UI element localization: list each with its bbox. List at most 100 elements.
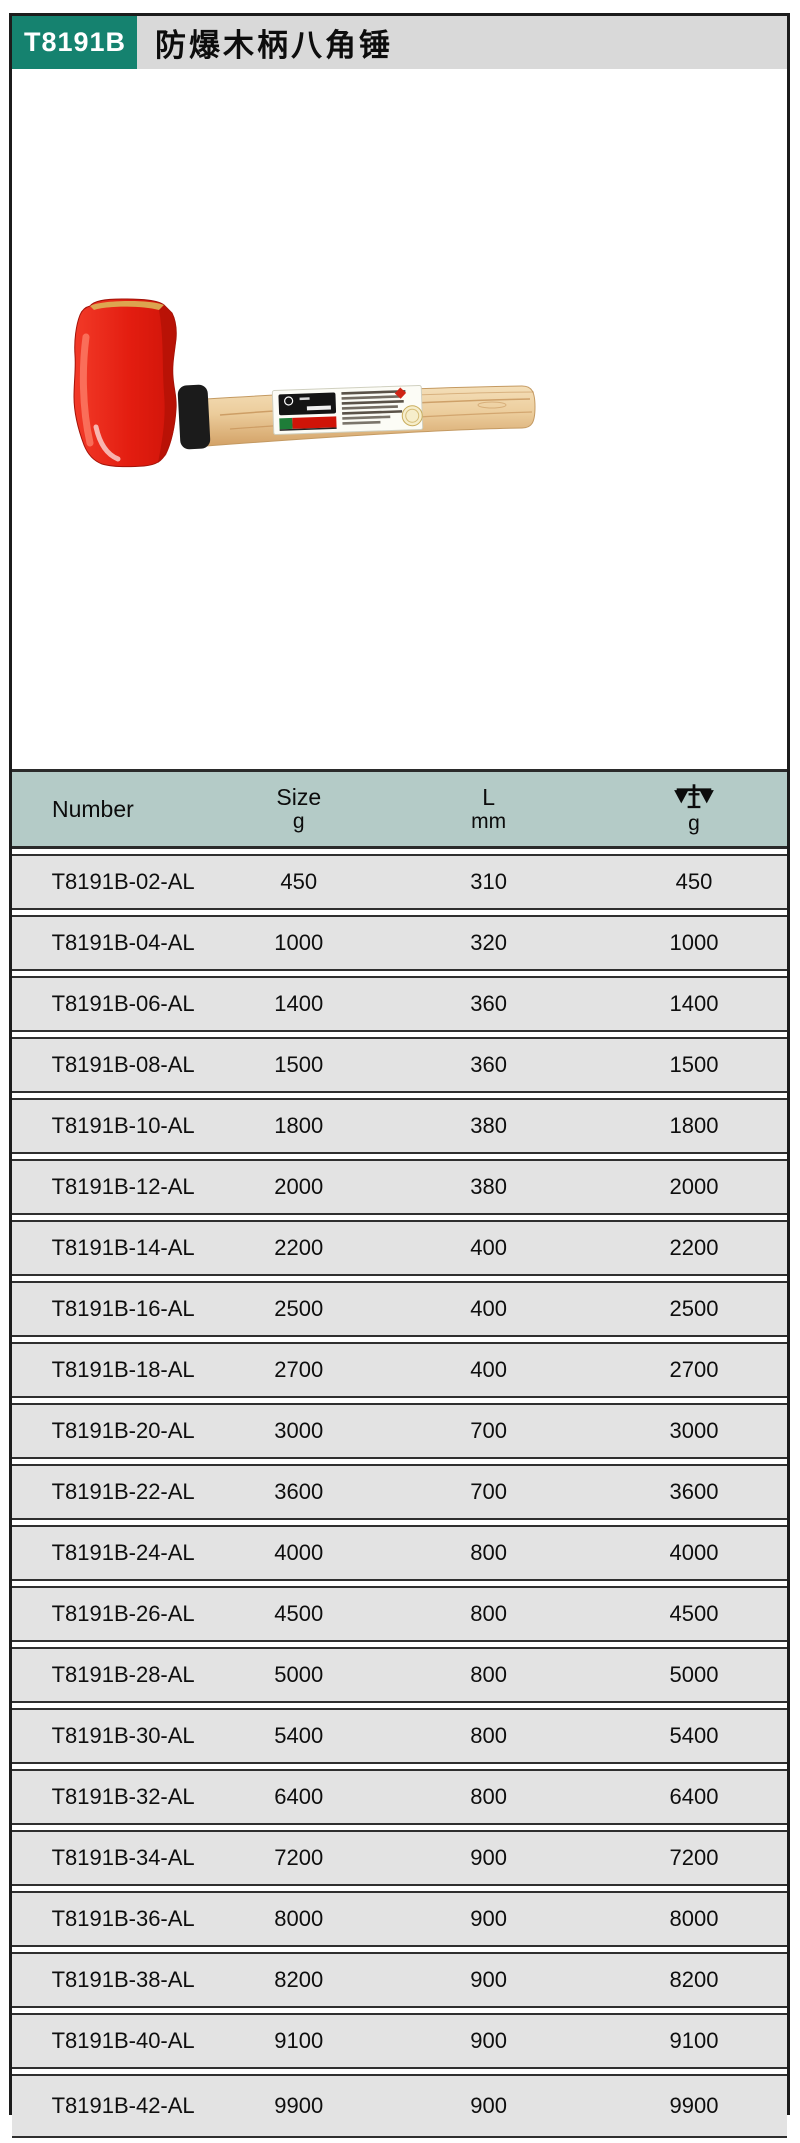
table-row: T8191B-06-AL 1400 360 1400	[12, 976, 787, 1032]
header-weight: g	[601, 769, 787, 849]
hammer-collar	[177, 384, 211, 450]
table-row: T8191B-18-AL 2700 400 2700	[12, 1342, 787, 1398]
cell-size: 8200	[221, 1952, 377, 2008]
cell-number: T8191B-10-AL	[12, 1098, 222, 1154]
cell-weight: 3600	[601, 1464, 787, 1520]
cell-weight: 1400	[601, 976, 787, 1032]
cell-length: 900	[376, 1830, 601, 1886]
header-number: Number	[12, 769, 222, 849]
cell-number: T8191B-08-AL	[12, 1037, 222, 1093]
cell-length: 360	[376, 976, 601, 1032]
table-header-row: Number Size g L mm	[12, 769, 787, 849]
cell-size: 1800	[221, 1098, 377, 1154]
cell-size: 5400	[221, 1708, 377, 1764]
cell-number: T8191B-04-AL	[12, 915, 222, 971]
cell-size: 2200	[221, 1220, 377, 1276]
cell-size: 450	[221, 854, 377, 910]
cell-weight: 5000	[601, 1647, 787, 1703]
header-length: L mm	[376, 769, 601, 849]
table-row: T8191B-40-AL 9100 900 9100	[12, 2013, 787, 2069]
cell-weight: 3000	[601, 1403, 787, 1459]
cell-number: T8191B-14-AL	[12, 1220, 222, 1276]
cell-number: T8191B-18-AL	[12, 1342, 222, 1398]
cell-length: 900	[376, 1891, 601, 1947]
cell-size: 2700	[221, 1342, 377, 1398]
cell-size: 7200	[221, 1830, 377, 1886]
cell-size: 9900	[221, 2074, 377, 2138]
cell-number: T8191B-40-AL	[12, 2013, 222, 2069]
cell-length: 900	[376, 1952, 601, 2008]
cell-weight: 2500	[601, 1281, 787, 1337]
cell-number: T8191B-02-AL	[12, 854, 222, 910]
handle-label	[271, 384, 424, 436]
balance-scale-icon	[674, 784, 714, 809]
cell-length: 400	[376, 1281, 601, 1337]
cell-weight: 4500	[601, 1586, 787, 1642]
cell-weight: 450	[601, 854, 787, 910]
table-row: T8191B-04-AL 1000 320 1000	[12, 915, 787, 971]
cell-number: T8191B-20-AL	[12, 1403, 222, 1459]
cell-number: T8191B-22-AL	[12, 1464, 222, 1520]
cell-length: 900	[376, 2013, 601, 2069]
cell-size: 1500	[221, 1037, 377, 1093]
cell-length: 380	[376, 1098, 601, 1154]
cell-number: T8191B-42-AL	[12, 2074, 222, 2138]
cell-length: 900	[376, 2074, 601, 2138]
cell-size: 3600	[221, 1464, 377, 1520]
cell-size: 8000	[221, 1891, 377, 1947]
cell-weight: 9900	[601, 2074, 787, 2138]
cell-length: 800	[376, 1586, 601, 1642]
table-row: T8191B-42-AL 9900 900 9900	[12, 2074, 787, 2138]
spec-table: Number Size g L mm	[12, 764, 787, 2143]
page-frame: T8191B 防爆木柄八角锤	[9, 13, 790, 2138]
cell-size: 4000	[221, 1525, 377, 1581]
cell-length: 320	[376, 915, 601, 971]
table-row: T8191B-16-AL 2500 400 2500	[12, 1281, 787, 1337]
cell-number: T8191B-34-AL	[12, 1830, 222, 1886]
cell-size: 9100	[221, 2013, 377, 2069]
cell-size: 2500	[221, 1281, 377, 1337]
spec-table-body: T8191B-02-AL 450 310 450 T8191B-04-AL 10…	[12, 854, 787, 2138]
header-size: Size g	[221, 769, 377, 849]
cell-weight: 1000	[601, 915, 787, 971]
cell-size: 4500	[221, 1586, 377, 1642]
table-row: T8191B-22-AL 3600 700 3600	[12, 1464, 787, 1520]
cell-size: 1000	[221, 915, 377, 971]
table-row: T8191B-02-AL 450 310 450	[12, 854, 787, 910]
cell-length: 310	[376, 854, 601, 910]
table-row: T8191B-20-AL 3000 700 3000	[12, 1403, 787, 1459]
cell-size: 2000	[221, 1159, 377, 1215]
cell-weight: 2000	[601, 1159, 787, 1215]
cell-size: 1400	[221, 976, 377, 1032]
cell-length: 360	[376, 1037, 601, 1093]
table-row: T8191B-24-AL 4000 800 4000	[12, 1525, 787, 1581]
cell-weight: 2700	[601, 1342, 787, 1398]
cell-number: T8191B-12-AL	[12, 1159, 222, 1215]
cell-size: 6400	[221, 1769, 377, 1825]
cell-weight: 5400	[601, 1708, 787, 1764]
table-row: T8191B-10-AL 1800 380 1800	[12, 1098, 787, 1154]
cell-length: 800	[376, 1769, 601, 1825]
table-row: T8191B-30-AL 5400 800 5400	[12, 1708, 787, 1764]
cell-number: T8191B-32-AL	[12, 1769, 222, 1825]
cell-number: T8191B-26-AL	[12, 1586, 222, 1642]
cell-weight: 1800	[601, 1098, 787, 1154]
product-title: 防爆木柄八角锤	[137, 16, 787, 69]
table-row: T8191B-14-AL 2200 400 2200	[12, 1220, 787, 1276]
cell-number: T8191B-36-AL	[12, 1891, 222, 1947]
cell-number: T8191B-38-AL	[12, 1952, 222, 2008]
table-row: T8191B-26-AL 4500 800 4500	[12, 1586, 787, 1642]
table-row: T8191B-28-AL 5000 800 5000	[12, 1647, 787, 1703]
cell-length: 700	[376, 1403, 601, 1459]
cell-length: 700	[376, 1464, 601, 1520]
cell-number: T8191B-24-AL	[12, 1525, 222, 1581]
title-bar: T8191B 防爆木柄八角锤	[12, 16, 787, 69]
cell-weight: 2200	[601, 1220, 787, 1276]
table-row: T8191B-08-AL 1500 360 1500	[12, 1037, 787, 1093]
cell-number: T8191B-28-AL	[12, 1647, 222, 1703]
cell-weight: 1500	[601, 1037, 787, 1093]
cell-size: 5000	[221, 1647, 377, 1703]
cell-length: 400	[376, 1220, 601, 1276]
cell-weight: 6400	[601, 1769, 787, 1825]
cell-number: T8191B-16-AL	[12, 1281, 222, 1337]
